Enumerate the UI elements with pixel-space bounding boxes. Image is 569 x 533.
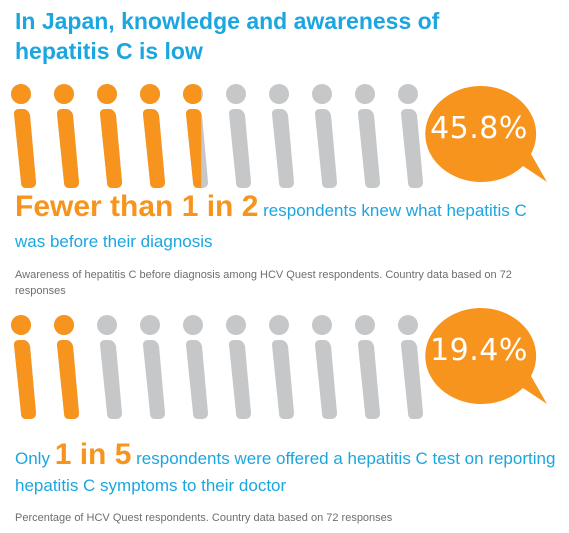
testing-person-icon: [226, 315, 251, 419]
page-title: In Japan, knowledge and awareness of hep…: [15, 8, 440, 64]
footnote-awareness: Awareness of hepatitis C before diagnosi…: [15, 269, 512, 297]
testing-person-icon: [54, 315, 79, 419]
percentage-bubble-testing: [425, 307, 547, 404]
awareness-person-icon: [54, 84, 79, 188]
headline-lead-awareness: Fewer than 1 in 2: [15, 190, 259, 223]
headline-lead-testing: 1 in 5: [54, 438, 132, 471]
awareness-person-icon: [398, 84, 423, 188]
testing-person-icon: [97, 315, 122, 419]
headline-rest-testing: respondents were offered a hepatitis C t…: [136, 449, 556, 468]
percentage-bubble-awareness: [425, 85, 547, 182]
awareness-person-icon: [226, 84, 251, 188]
awareness-person-icon: [355, 84, 380, 188]
headline-rest2-testing: hepatitis C symptoms to their doctor: [15, 476, 287, 495]
headline-awareness: Fewer than 1 in 2 respondents knew what …: [15, 190, 555, 225]
percentage-value-testing: 19.4%: [430, 333, 528, 368]
awareness-person-icon: [97, 84, 122, 188]
awareness-person-icon: [140, 84, 165, 188]
testing-person-icon: [140, 315, 165, 419]
awareness-person-icon: [269, 84, 294, 188]
footnote-testing: Percentage of HCV Quest respondents. Cou…: [15, 512, 393, 524]
testing-person-icon: [183, 315, 208, 419]
headline-rest2-awareness: was before their diagnosis: [15, 232, 213, 251]
testing-person-icon: [11, 315, 36, 419]
testing-person-icon: [398, 315, 423, 419]
person-icon-row-testing: [0, 313, 423, 423]
awareness-person-icon: [183, 84, 208, 188]
testing-person-icon: [355, 315, 380, 419]
headline-prefix-testing: Only: [15, 449, 50, 468]
percentage-value-awareness: 45.8%: [430, 111, 528, 146]
headline-rest-awareness: respondents knew what hepatitis C: [263, 201, 527, 220]
headline-testing: Only 1 in 5 respondents were offered a h…: [15, 440, 560, 474]
awareness-person-icon: [312, 84, 337, 188]
testing-person-icon: [269, 315, 294, 419]
person-icon-row-awareness: [0, 82, 423, 192]
testing-person-icon: [312, 315, 337, 419]
awareness-person-icon: [11, 84, 36, 188]
